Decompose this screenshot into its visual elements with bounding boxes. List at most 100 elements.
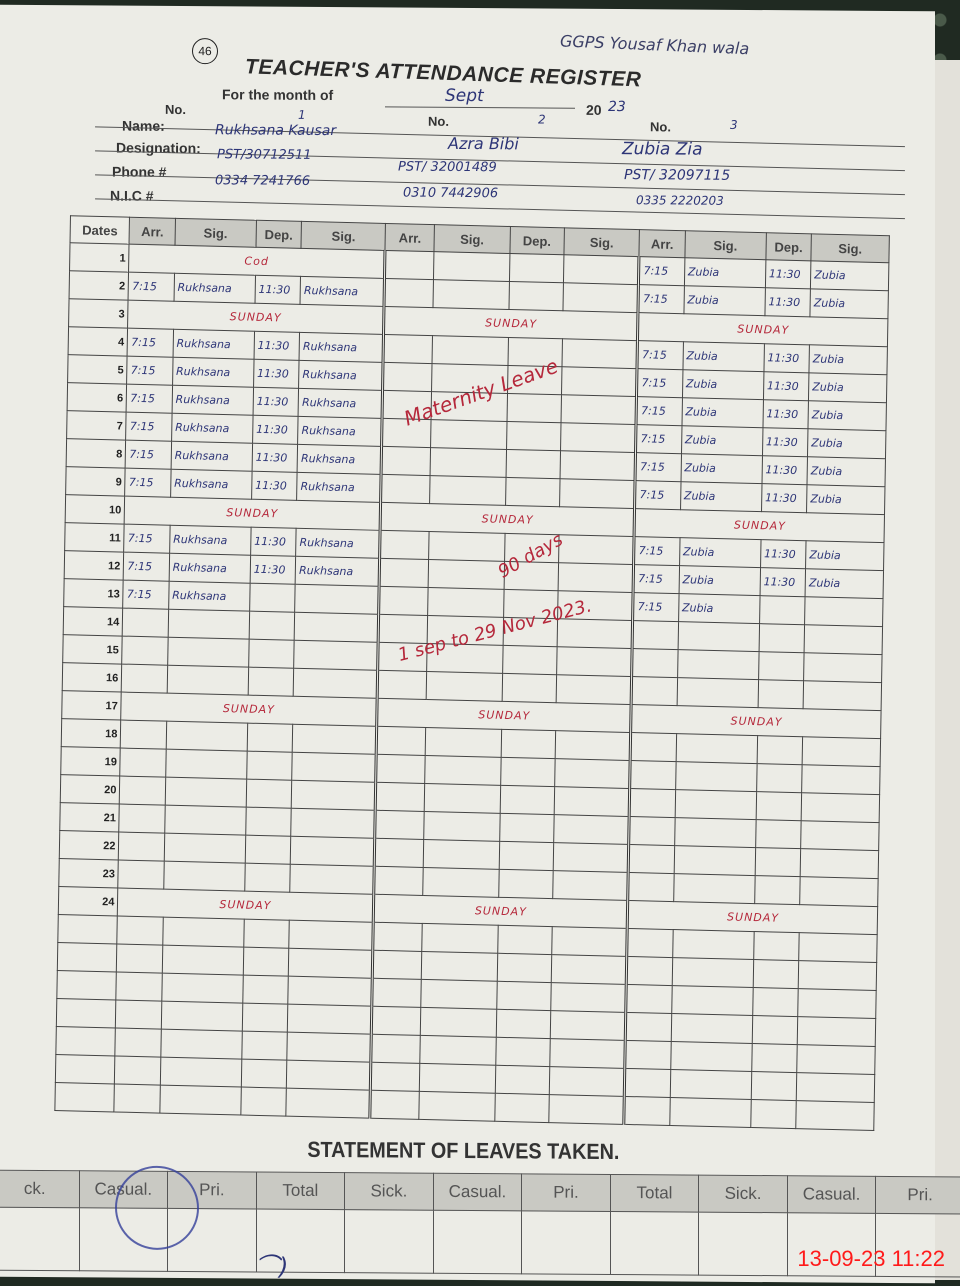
arrival-signature [166, 665, 249, 696]
arrival-signature [428, 559, 505, 590]
arrival-signature [166, 721, 248, 752]
header-arr: Arr. [639, 229, 686, 258]
departure-time: 11:30 [762, 399, 809, 429]
departure-time [241, 1059, 288, 1089]
arrival-time [114, 1055, 161, 1086]
arrival-signature: Rukhsana [170, 441, 253, 472]
departure-signature [798, 960, 877, 991]
attendance-table: Dates Arr. Sig. Dep. Sig. Arr. Sig. Dep.… [54, 215, 890, 1131]
arrival-time [118, 832, 165, 862]
arrival-signature [420, 979, 497, 1010]
leave-header: Pri. [875, 1176, 960, 1214]
departure-signature [292, 724, 378, 755]
date-cell: 2 [69, 270, 129, 301]
departure-signature [287, 1004, 373, 1035]
teacher-2-no: 2 [538, 112, 546, 127]
header-arr: Arr. [385, 223, 435, 252]
departure-time [500, 757, 555, 787]
date-cell: 12 [64, 550, 125, 581]
arrival-signature [160, 1057, 242, 1088]
departure-signature: Zubia [810, 288, 889, 319]
departure-signature [293, 640, 379, 671]
arrival-signature [161, 1001, 243, 1032]
arrival-signature: Rukhsana [171, 385, 254, 416]
arrival-time [115, 1027, 162, 1058]
arrival-signature [671, 957, 754, 988]
departure-signature [548, 1094, 625, 1125]
departure-signature [291, 752, 377, 783]
arrival-time [629, 788, 676, 818]
departure-signature [293, 668, 379, 699]
departure-signature: Zubia [808, 372, 887, 403]
departure-signature [796, 1072, 875, 1103]
register-page: 46 GGPS Yousaf Khan wala TEACHER'S ATTEN… [0, 4, 960, 1284]
departure-signature [797, 1016, 876, 1047]
arrival-signature [162, 917, 245, 948]
arrival-signature: Zubia [684, 257, 766, 288]
departure-signature [551, 926, 628, 957]
header-sig: Sig. [684, 230, 767, 260]
arrival-time: 7:15 [128, 272, 175, 302]
date-cell: 16 [62, 662, 123, 693]
departure-signature [800, 848, 879, 879]
departure-signature [563, 254, 640, 285]
leave-header: Sick. [698, 1175, 788, 1213]
arrival-time [383, 334, 433, 364]
departure-time [240, 1087, 287, 1117]
arrival-time: 7:15 [123, 580, 169, 610]
leave-header: Pri. [521, 1173, 611, 1212]
departure-time [242, 975, 289, 1005]
arrival-time: 7:15 [634, 480, 681, 510]
arrival-signature [159, 1085, 242, 1116]
arrival-signature [430, 447, 507, 478]
departure-signature [294, 612, 380, 643]
leave-cell [521, 1210, 611, 1275]
leave-header: Casual. [787, 1175, 876, 1214]
departure-time [500, 729, 556, 759]
arrival-signature [422, 867, 499, 898]
arrival-time [384, 250, 435, 280]
date-cell [54, 1082, 115, 1112]
arrival-time [632, 620, 679, 650]
month-value: Sept [445, 85, 484, 107]
arrival-signature [669, 1097, 752, 1128]
departure-signature [795, 1100, 875, 1131]
departure-signature [803, 652, 883, 683]
arrival-signature: Zubia [682, 369, 764, 400]
departure-signature: Rukhsana [296, 472, 382, 503]
departure-time [495, 1009, 551, 1039]
leave-header: Total [610, 1174, 699, 1213]
departure-time [506, 393, 562, 423]
teacher-2-designation: PST/ 32001489 [398, 159, 497, 176]
arrival-signature [420, 1007, 497, 1038]
arrival-time [376, 754, 426, 784]
designation-label: Designation: [116, 139, 201, 157]
departure-time [249, 583, 296, 613]
arrival-time: 7:15 [126, 384, 173, 414]
departure-signature [552, 870, 629, 901]
departure-signature [555, 674, 632, 705]
arrival-time [624, 1068, 671, 1098]
arrival-signature [165, 749, 248, 780]
arrival-signature [167, 609, 250, 640]
departure-signature [798, 932, 878, 963]
name-label: Name: [122, 117, 165, 134]
departure-signature [554, 758, 631, 789]
departure-time: 11:30 [249, 555, 296, 585]
year-prefix: 20 [586, 101, 602, 118]
arrival-time: 7:15 [123, 552, 170, 582]
departure-time [506, 421, 561, 451]
departure-signature [552, 842, 630, 873]
teacher-3-name: Zubia Zia [622, 139, 703, 160]
departure-time [242, 1003, 288, 1033]
departure-signature: Zubia [806, 484, 885, 515]
arrival-signature [433, 251, 510, 282]
arrival-signature [421, 951, 498, 982]
teacher-1-no: 1 [298, 107, 306, 122]
departure-signature: Rukhsana [300, 276, 385, 307]
departure-time [244, 863, 291, 893]
leave-header: Casual. [433, 1173, 522, 1211]
departure-time [494, 1093, 550, 1123]
date-cell: 14 [63, 606, 124, 637]
arrival-signature [419, 1035, 496, 1066]
